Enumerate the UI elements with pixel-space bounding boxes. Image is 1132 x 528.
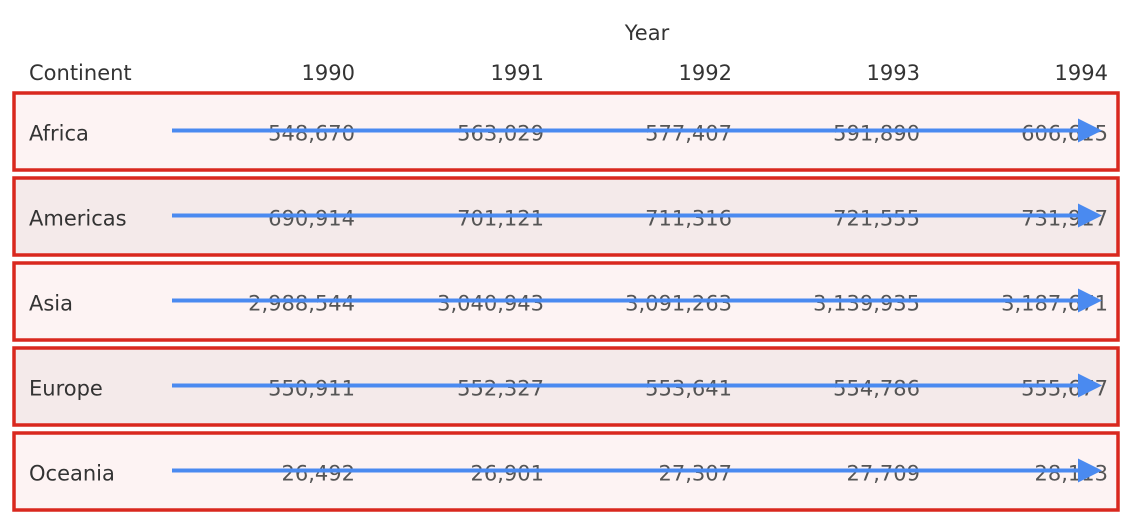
- cell: 552,327: [457, 377, 544, 401]
- highlight-box: [12, 431, 1120, 512]
- cell: 550,911: [268, 377, 355, 401]
- cell: 548,670: [268, 122, 355, 146]
- column-header: 1993: [867, 61, 920, 85]
- column-group-title: Year: [624, 21, 670, 45]
- column-header: 1990: [302, 61, 355, 85]
- cell: 591,890: [833, 122, 920, 146]
- column-header: 1994: [1055, 61, 1108, 85]
- cell: 690,914: [268, 207, 355, 231]
- cell: 731,917: [1021, 207, 1108, 231]
- cell: 555,677: [1021, 377, 1108, 401]
- cell: 28,113: [1035, 462, 1108, 486]
- row-header: Continent: [29, 61, 132, 85]
- cell: 27,307: [659, 462, 732, 486]
- cell: 3,040,943: [437, 292, 544, 316]
- cell: 721,555: [833, 207, 920, 231]
- cell: 2,988,544: [248, 292, 355, 316]
- cell: 3,091,263: [625, 292, 732, 316]
- highlight-box: [12, 346, 1120, 427]
- cell: 27,709: [847, 462, 920, 486]
- row-label: Oceania: [29, 462, 115, 486]
- cell: 26,901: [471, 462, 544, 486]
- column-header: 1992: [679, 61, 732, 85]
- row-label: Europe: [29, 377, 103, 401]
- highlight-box: [12, 176, 1120, 257]
- cell: 606,615: [1021, 122, 1108, 146]
- cell: 577,407: [645, 122, 732, 146]
- row-label: Americas: [29, 207, 127, 231]
- cell: 553,641: [645, 377, 732, 401]
- row-label: Africa: [29, 122, 89, 146]
- highlight-box: [12, 261, 1120, 342]
- cell: 701,121: [457, 207, 544, 231]
- column-header: 1991: [491, 61, 544, 85]
- highlight-box: [12, 91, 1120, 172]
- cell: 563,029: [457, 122, 544, 146]
- cell: 26,492: [282, 462, 355, 486]
- cell: 711,316: [645, 207, 732, 231]
- row-label: Asia: [29, 292, 73, 316]
- cell: 3,139,935: [813, 292, 920, 316]
- cell: 3,187,671: [1001, 292, 1108, 316]
- cell: 554,786: [833, 377, 920, 401]
